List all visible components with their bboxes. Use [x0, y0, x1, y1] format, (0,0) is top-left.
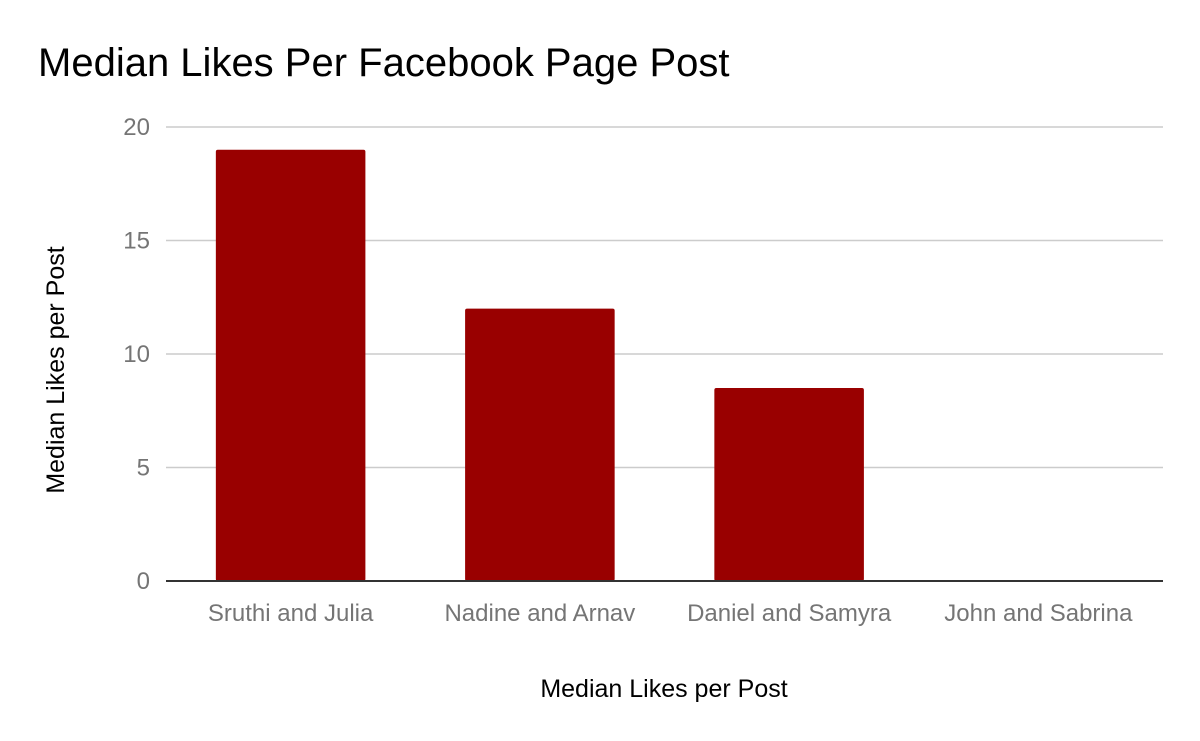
- bar: [465, 308, 615, 581]
- x-axis-title: Median Likes per Post: [540, 675, 787, 703]
- y-tick-label: 0: [137, 568, 150, 595]
- y-tick-label: 10: [123, 341, 150, 368]
- x-tick-label: John and Sabrina: [944, 600, 1133, 627]
- x-tick-label: Daniel and Samyra: [687, 600, 892, 627]
- chart-title: Median Likes Per Facebook Page Post: [38, 41, 730, 85]
- y-axis-title: Median Likes per Post: [42, 246, 70, 493]
- x-tick-label: Sruthi and Julia: [208, 600, 374, 627]
- y-tick-label: 5: [137, 455, 150, 482]
- bars: [215, 149, 864, 581]
- y-axis-ticks: 0 5 10 15 20: [123, 114, 150, 595]
- x-axis-ticks: Sruthi and Julia Nadine and Arnav Daniel a…: [208, 600, 1133, 627]
- y-tick-label: 15: [123, 228, 150, 255]
- x-tick-label: Nadine and Arnav: [444, 600, 635, 627]
- bar: [714, 388, 864, 581]
- bar: [215, 149, 366, 581]
- y-tick-label: 20: [123, 114, 150, 141]
